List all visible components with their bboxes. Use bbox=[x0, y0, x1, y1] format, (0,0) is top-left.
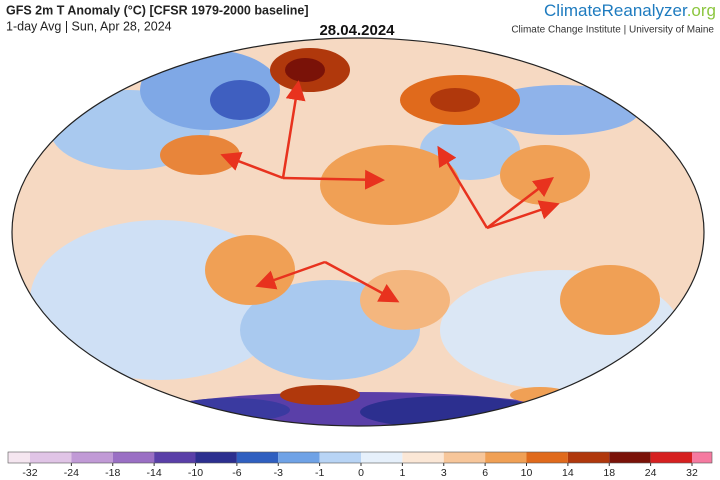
legend-label: -10 bbox=[188, 467, 203, 479]
legend-swatch bbox=[154, 452, 196, 463]
legend-swatch bbox=[692, 452, 712, 463]
legend-label: -6 bbox=[232, 467, 241, 479]
legend-label: 6 bbox=[482, 467, 488, 479]
legend-label: 18 bbox=[603, 467, 615, 479]
brand: ClimateReanalyzer.org bbox=[544, 1, 716, 20]
legend-label: -14 bbox=[147, 467, 162, 479]
date: 28.04.2024 bbox=[319, 22, 395, 39]
legend-swatch bbox=[609, 452, 651, 463]
legend-label: -32 bbox=[22, 467, 37, 479]
legend-swatch bbox=[443, 452, 486, 463]
legend-label: 10 bbox=[521, 467, 533, 479]
legend-swatch bbox=[402, 452, 444, 463]
legend-label: -3 bbox=[274, 467, 283, 479]
legend-label: 14 bbox=[562, 467, 574, 479]
legend-label: -18 bbox=[105, 467, 120, 479]
color-legend: -32 -24 -18 -14 -10 -6 -3 -1 0 1 3 6 10 14 18 24 32 bbox=[7, 451, 713, 479]
legend-label: -24 bbox=[64, 467, 79, 479]
legend-label: 1 bbox=[399, 467, 405, 479]
brand-domain: .org bbox=[687, 1, 716, 20]
anomaly-map bbox=[12, 38, 704, 426]
subtitle: 1-day Avg | Sun, Apr 28, 2024 bbox=[6, 19, 172, 33]
legend-swatch bbox=[526, 452, 568, 463]
annotation-arrows bbox=[220, 80, 560, 303]
legend-swatch bbox=[485, 452, 527, 463]
legend-label: 0 bbox=[358, 467, 364, 479]
legend-swatch bbox=[319, 452, 361, 463]
legend-swatch bbox=[30, 452, 72, 463]
legend-swatch bbox=[112, 452, 155, 463]
title: GFS 2m T Anomaly (°C) [CFSR 1979-2000 ba… bbox=[6, 3, 309, 17]
legend-swatch bbox=[567, 452, 610, 463]
legend-label: 3 bbox=[441, 467, 447, 479]
legend-label: 32 bbox=[686, 467, 698, 479]
legend-swatch bbox=[8, 452, 30, 463]
legend-swatch bbox=[195, 452, 237, 463]
brand-name: ClimateReanalyzer bbox=[544, 1, 688, 20]
legend-label: -1 bbox=[315, 467, 324, 479]
legend-frame bbox=[7, 451, 713, 464]
legend-swatch bbox=[278, 452, 320, 463]
legend-swatch bbox=[236, 452, 279, 463]
legend-label: 24 bbox=[645, 467, 657, 479]
institute: Climate Change Institute | University of… bbox=[511, 25, 714, 36]
legend-swatch bbox=[71, 452, 113, 463]
legend-swatch bbox=[650, 452, 692, 463]
legend-swatch bbox=[361, 452, 403, 463]
